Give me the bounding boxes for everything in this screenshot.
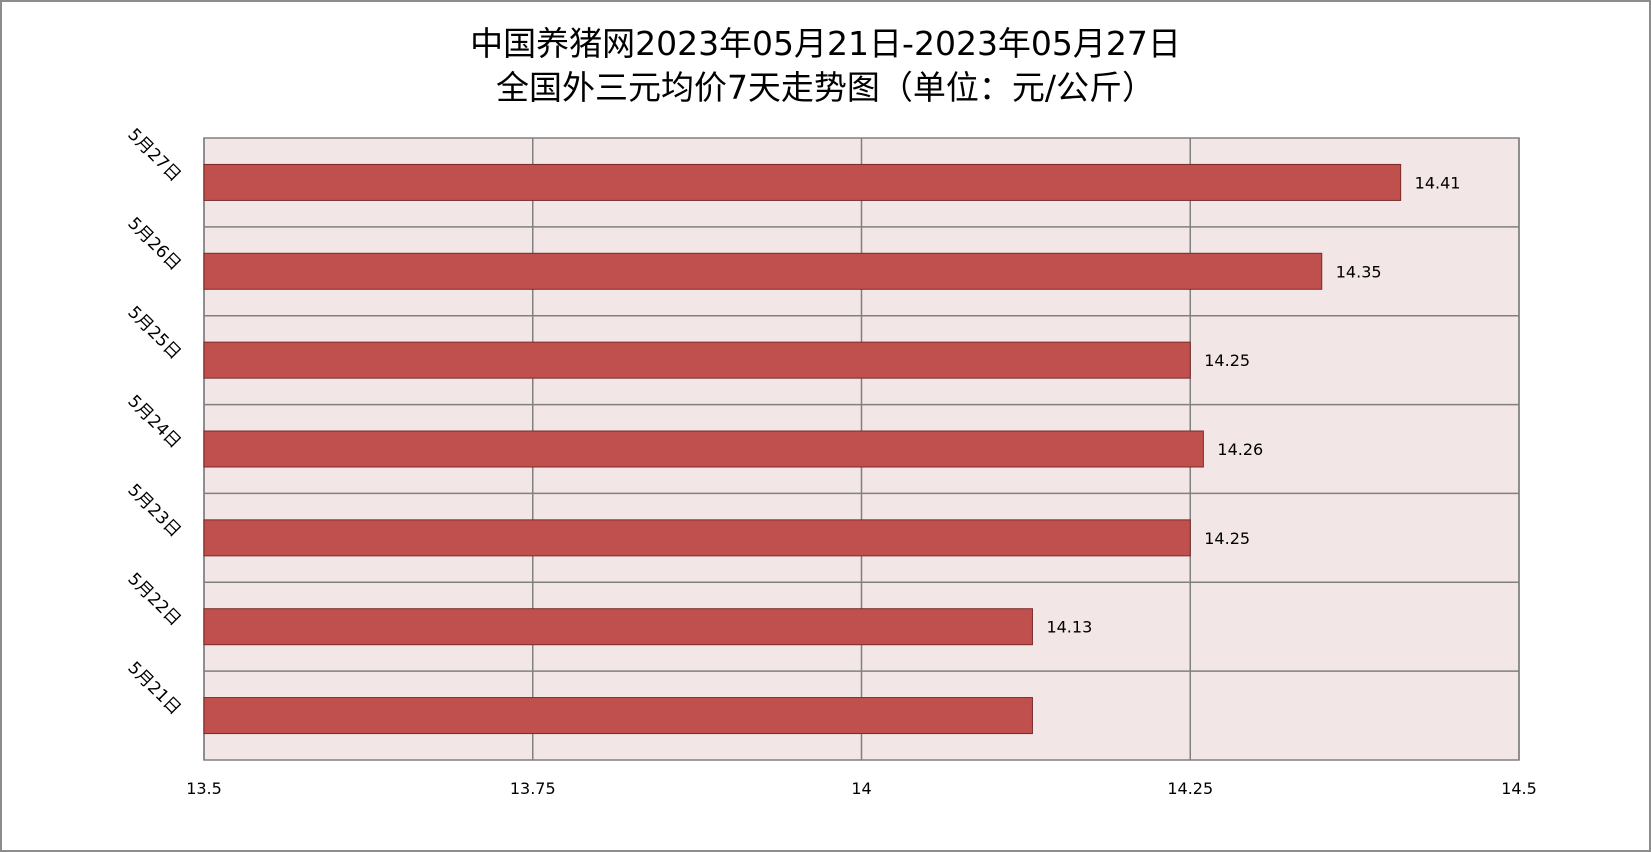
x-tick-label: 13.75 [510,779,556,798]
x-tick-label: 14.25 [1167,779,1213,798]
chart-title: 中国养猪网2023年05月21日-2023年05月27日 全国外三元均价7天走势… [2,22,1649,110]
chart-title-line1: 中国养猪网2023年05月21日-2023年05月27日 [470,24,1181,63]
bar [203,697,1033,735]
data-label: 14.41 [1415,173,1461,192]
bar [203,252,1323,290]
chart-title-line2: 全国外三元均价7天走势图（单位：元/公斤） [495,68,1156,107]
y-category-label: 5月23日 [123,480,184,541]
data-label: 14.25 [1204,529,1250,548]
y-category-label: 5月22日 [123,569,184,630]
bar [203,519,1191,557]
x-tick-label: 14 [851,779,871,798]
y-category-label: 5月24日 [123,391,184,452]
x-tick-label: 13.5 [186,779,222,798]
y-category-label: 5月25日 [123,303,184,364]
x-tick-label: 14.5 [1501,779,1537,798]
data-label: 14.25 [1204,351,1250,370]
data-label: 14.13 [1046,618,1092,637]
bar [203,608,1033,646]
bar [203,341,1191,379]
data-label: 14.26 [1217,440,1263,459]
bar [203,163,1402,201]
y-category-label: 5月26日 [123,214,184,275]
bar [203,430,1204,468]
y-category-label: 5月27日 [123,125,184,186]
data-label: 14.35 [1336,262,1382,281]
y-category-label: 5月21日 [123,658,184,719]
